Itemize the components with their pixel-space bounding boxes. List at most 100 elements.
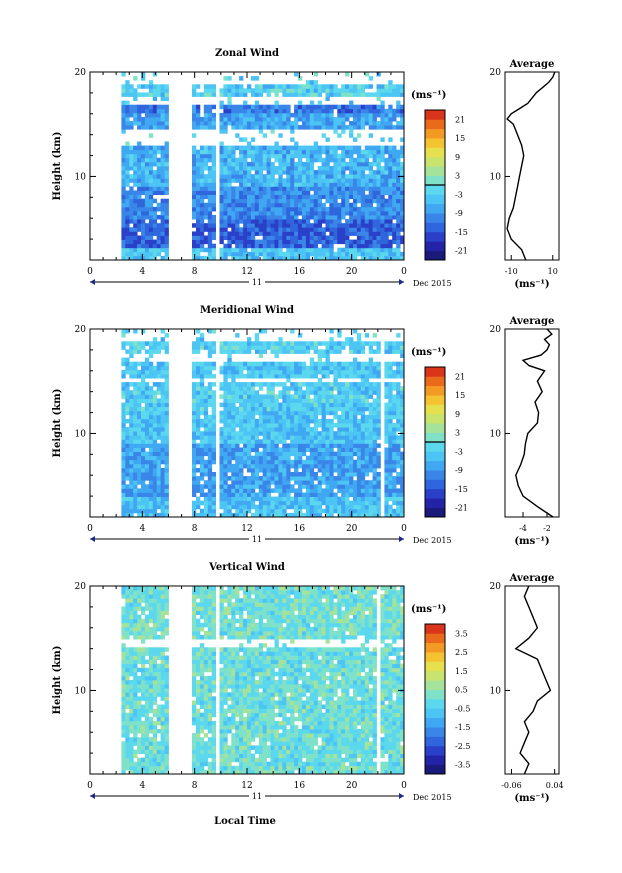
heatmap-cell	[301, 194, 307, 200]
heatmap-cell	[376, 512, 381, 518]
heatmap-cell	[321, 145, 326, 151]
heatmap-cell	[156, 345, 161, 350]
heatmap-cell	[207, 402, 213, 408]
heatmap-cell	[372, 361, 377, 367]
heatmap-cell	[294, 149, 299, 155]
heatmap-cell	[333, 455, 338, 461]
heatmap-cell	[356, 361, 362, 367]
heatmap-cell	[282, 418, 287, 424]
x-tick-label: 20	[346, 267, 358, 277]
heatmap-cell	[125, 182, 130, 187]
heatmap-cell	[278, 508, 283, 514]
heatmap-cell	[164, 423, 169, 428]
heatmap-cell	[148, 341, 154, 346]
heatmap-cell	[137, 186, 142, 191]
heatmap-cell	[243, 504, 248, 510]
heatmap-cell	[203, 341, 209, 346]
heatmap-cell	[400, 211, 405, 216]
heatmap-cell	[400, 398, 405, 403]
heatmap-cell	[243, 508, 248, 514]
heatmap-cell	[247, 431, 252, 436]
heatmap-cell	[133, 414, 138, 420]
heatmap-cell	[317, 157, 322, 163]
heatmap-cell	[360, 235, 366, 240]
heatmap-cell	[278, 117, 283, 122]
heatmap-cell	[309, 488, 315, 493]
heatmap-cell	[356, 463, 362, 469]
heatmap-cell	[196, 361, 201, 367]
heatmap-cell	[345, 247, 350, 253]
heatmap-cell	[321, 455, 326, 461]
heatmap-cell	[396, 235, 401, 240]
heatmap-cell	[388, 92, 393, 97]
heatmap-cell	[121, 394, 126, 399]
heatmap-cell	[349, 202, 354, 208]
heatmap-cell	[270, 439, 275, 444]
heatmap-cell	[396, 194, 401, 200]
heatmap-cell	[282, 108, 287, 114]
heatmap-cell	[164, 161, 169, 167]
heatmap-cell	[133, 369, 138, 375]
heatmap-cell	[254, 484, 260, 489]
heatmap-cell	[148, 133, 154, 138]
heatmap-cell	[298, 76, 303, 81]
heatmap-cell	[137, 166, 142, 171]
heatmap-cell	[301, 341, 307, 346]
heatmap-cell	[152, 149, 158, 155]
heatmap-cell	[349, 129, 354, 134]
heatmap-cell	[282, 194, 287, 200]
colorbar-swatch	[425, 185, 445, 195]
heatmap-cell	[345, 117, 350, 122]
heatmap-cell	[223, 414, 228, 420]
heatmap-cell	[156, 455, 161, 461]
heatmap-cell	[274, 215, 279, 220]
heatmap-cell	[203, 104, 209, 110]
heatmap-cell	[309, 125, 315, 130]
heatmap-cell	[364, 108, 370, 114]
heatmap-cell	[396, 231, 401, 236]
heatmap-cell	[125, 496, 130, 502]
heatmap-cell	[376, 174, 381, 179]
heatmap-cell	[345, 145, 350, 151]
heatmap-cell	[313, 394, 318, 399]
heatmap-cell	[356, 186, 362, 191]
heatmap-cell	[152, 198, 158, 204]
heatmap-cell	[317, 121, 322, 126]
heatmap-cell	[148, 223, 154, 228]
heatmap-cell	[384, 484, 389, 489]
heatmap-cell	[203, 361, 209, 367]
heatmap-cell	[270, 145, 275, 151]
heatmap-cell	[211, 447, 216, 452]
heatmap-cell	[329, 108, 334, 114]
heatmap-cell	[376, 145, 381, 151]
heatmap-cell	[325, 484, 330, 489]
heatmap-cell	[278, 255, 283, 261]
heatmap-cell	[239, 500, 244, 506]
heatmap-cell	[396, 149, 401, 155]
heatmap-cell	[196, 365, 201, 371]
heatmap-cell	[235, 410, 240, 416]
heatmap-cell	[364, 182, 370, 187]
heatmap-cell	[235, 84, 240, 89]
heatmap-cell	[341, 508, 346, 514]
heatmap-cell	[400, 104, 405, 110]
heatmap-cell	[345, 149, 350, 155]
heatmap-cell	[356, 166, 362, 171]
heatmap-cell	[133, 112, 138, 118]
heatmap-cell	[258, 476, 264, 481]
heatmap-cell	[243, 117, 248, 122]
heatmap-cell	[356, 170, 362, 175]
heatmap-cell	[360, 504, 366, 510]
heatmap-cell	[227, 394, 232, 399]
heatmap-cell	[196, 410, 201, 416]
heatmap-cell	[219, 402, 224, 408]
heatmap-cell	[137, 84, 142, 89]
heatmap-cell	[227, 476, 232, 481]
heatmap-cell	[329, 145, 334, 151]
heatmap-cell	[294, 427, 299, 432]
heatmap-cell	[254, 125, 260, 130]
heatmap-cell	[278, 121, 283, 126]
heatmap-cell	[286, 341, 291, 346]
heatmap-cell	[148, 468, 154, 473]
heatmap-cell	[160, 496, 165, 502]
